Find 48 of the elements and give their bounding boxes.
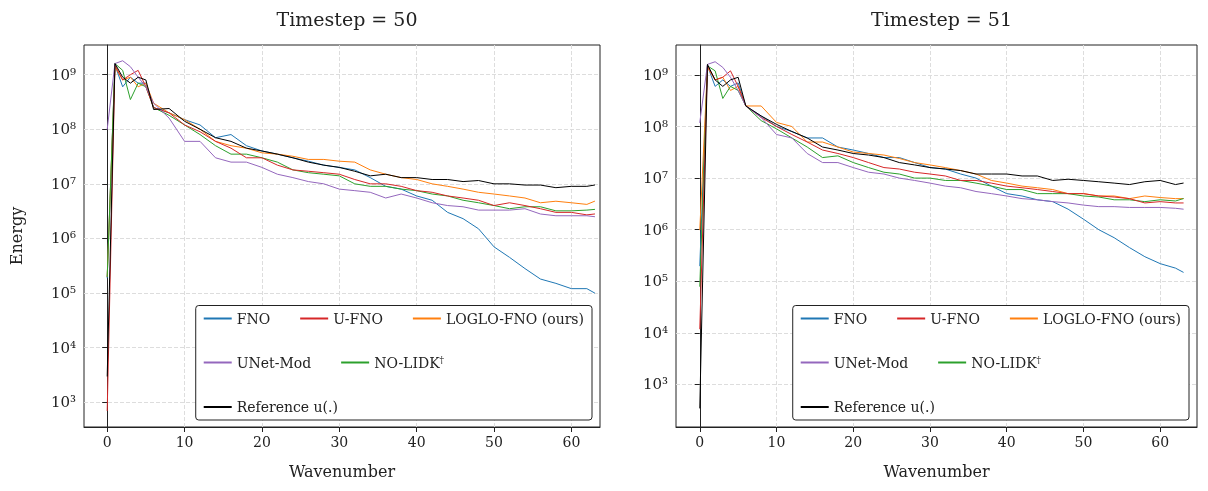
x-tick-label: 50 [485, 434, 503, 450]
legend-label: NO-LIDK† [971, 354, 1042, 371]
line-series [699, 65, 1184, 330]
x-tick-label: 30 [330, 434, 349, 450]
x-tick-label: 50 [1074, 434, 1093, 450]
legend-label: U-FNO [333, 310, 383, 327]
legend-label: Reference u(.) [236, 399, 338, 415]
x-tick-label: 40 [407, 434, 426, 450]
x-axis-title: Wavenumber [883, 461, 990, 481]
y-tick-label: 10³ [642, 375, 668, 394]
x-tick-label: 0 [695, 434, 705, 450]
x-tick-label: 10 [175, 434, 194, 450]
legend-label: U-FNO [930, 310, 980, 327]
y-tick-label: 10⁴ [642, 323, 668, 342]
y-tick-label: 10⁵ [50, 283, 76, 302]
x-tick-label: 60 [1151, 434, 1170, 450]
y-tick-label: 10⁹ [50, 65, 76, 84]
y-tick-label: 10³ [50, 393, 76, 412]
legend-label: LOGLO-FNO (ours) [445, 310, 585, 327]
legend-label: Reference u(.) [833, 399, 935, 415]
y-tick-label: 10⁸ [642, 117, 668, 136]
legend-label: LOGLO-FNO (ours) [1042, 310, 1182, 327]
legend-label: UNet-Mod [236, 354, 312, 371]
x-tick-label: 60 [562, 434, 581, 450]
y-tick-label: 10⁷ [642, 169, 668, 188]
y-tick-label: 10⁹ [642, 65, 668, 84]
y-tick-label: 10⁷ [50, 174, 76, 193]
x-tick-label: 30 [921, 434, 939, 450]
legend-label: FNO [833, 310, 868, 327]
line-series [106, 60, 596, 218]
x-tick-label: 20 [253, 434, 271, 450]
y-tick-label: 10⁶ [50, 229, 76, 248]
x-tick-label: 40 [997, 434, 1016, 450]
y-tick-label: 10⁴ [50, 338, 76, 357]
line-series [699, 61, 1184, 210]
y-tick-label: 10⁵ [642, 272, 668, 291]
y-tick-label: 10⁶ [642, 220, 668, 239]
y-axis-title: Energy [6, 206, 26, 266]
legend-label: UNet-Mod [833, 354, 909, 371]
chart-title: Timestep = 50 [276, 7, 418, 30]
x-tick-label: 20 [844, 434, 863, 450]
legend-label: FNO [236, 310, 271, 327]
x-tick-label: 10 [767, 434, 786, 450]
chart-title: Timestep = 51 [871, 7, 1012, 30]
y-tick-label: 10⁸ [50, 120, 76, 139]
x-tick-label: 0 [102, 434, 112, 450]
x-axis-title: Wavenumber [288, 461, 396, 481]
legend-label: NO-LIDK† [374, 354, 445, 371]
